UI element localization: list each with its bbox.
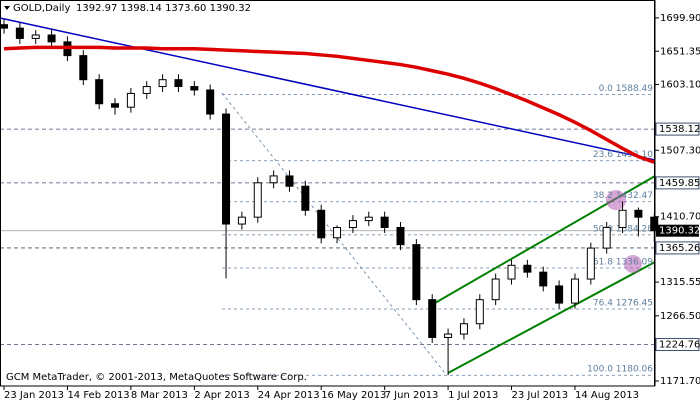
candle-body: [47, 34, 56, 43]
level-box: [655, 122, 700, 136]
ohlc-header: 1392.97 1398.14 1373.60 1390.32: [76, 3, 251, 14]
moving-average: [3, 45, 655, 164]
fib-label: 23.6 1492.10: [593, 150, 653, 160]
y-tick-label: 1699.90: [660, 13, 700, 24]
symbol-title: GOLD,Daily: [13, 3, 70, 14]
frame: [0, 0, 655, 387]
highlight-circle: [624, 255, 642, 273]
candle-body: [491, 278, 500, 301]
highlight-circle: [606, 190, 626, 210]
candle-body: [634, 209, 643, 218]
candle-body: [539, 271, 548, 287]
candle-body: [348, 220, 357, 228]
channel-lower: [447, 261, 656, 374]
candle-body: [459, 323, 468, 335]
fib-label: 100.0 1180.06: [587, 365, 653, 375]
fib-label: 50.0 1384.28: [593, 224, 653, 234]
trend-line: [0, 17, 656, 161]
y-tick-label: 1171.70: [660, 376, 700, 387]
candle-body: [475, 299, 484, 325]
candle-body: [269, 175, 278, 184]
last-price-label: 1390.32: [659, 226, 700, 237]
footer: GCM MetaTrader, © 2001-2013, MetaQuotes …: [6, 372, 307, 383]
candle-body: [317, 209, 326, 239]
candle-body: [444, 333, 453, 338]
y-tick-label: 1410.70: [660, 212, 700, 223]
candle-body: [237, 216, 246, 225]
candle-body: [253, 182, 262, 218]
candle-body: [206, 89, 215, 115]
level-box: [655, 338, 700, 352]
candle-body: [31, 34, 40, 39]
candle-body: [174, 79, 183, 88]
fib-label: 61.8 1336.09: [593, 257, 653, 267]
candle-body: [428, 299, 437, 338]
candle-body: [285, 175, 294, 187]
x-tick-label: 1 Jul 2013: [448, 390, 498, 401]
candle-body: [333, 226, 342, 239]
x-tick-label: 2 Apr 2013: [194, 390, 249, 401]
level-label: 1365.26: [659, 243, 700, 254]
candle-body: [126, 92, 135, 108]
x-tick-label: 23 Jan 2013: [4, 390, 64, 401]
level-label: 1459.85: [659, 178, 700, 189]
candle-body: [142, 86, 151, 94]
candle-body: [650, 216, 659, 232]
candle-body: [15, 27, 24, 39]
y-tick-label: 1603.10: [660, 79, 700, 90]
candle-body: [364, 216, 373, 222]
candle-body: [586, 247, 595, 280]
menu-arrow[interactable]: [4, 6, 10, 10]
candle-body: [0, 24, 8, 29]
level-label: 1538.12: [659, 124, 700, 135]
candle-body: [555, 285, 564, 304]
last-price-box: [656, 224, 699, 237]
y-tick-label: 1651.35: [660, 46, 700, 57]
candle-body: [602, 226, 611, 249]
layers: [0, 94, 655, 376]
candle-body: [570, 278, 579, 304]
y-tick-label: 1507.30: [660, 145, 700, 156]
x-tick-label: 14 Feb 2013: [67, 390, 129, 401]
x-tick-label: 24 Apr 2013: [258, 390, 320, 401]
candle-body: [412, 244, 421, 301]
x-tick-label: 16 May 2013: [321, 390, 386, 401]
fib-label: 0.0 1588.49: [599, 84, 654, 94]
x-tick-label: 14 Aug 2013: [575, 390, 639, 401]
level-box: [655, 176, 700, 190]
level-label: 1224.76: [659, 340, 700, 351]
x-tick-label: 8 Mar 2013: [131, 390, 188, 401]
fib-label: 38.2 1432.47: [593, 191, 653, 201]
candle-body: [523, 264, 532, 273]
y-tick-label: 1315.55: [660, 277, 700, 288]
y-tick-label: 1266.50: [660, 311, 700, 322]
candle-body: [190, 86, 199, 91]
fib-label: 76.4 1276.45: [593, 298, 653, 308]
candle-body: [158, 79, 167, 88]
x-tick-label: 7 Jun 2013: [385, 390, 439, 401]
candle-body: [507, 264, 516, 280]
candle-body: [618, 209, 627, 228]
candle-body: [95, 79, 104, 105]
candle-body: [380, 216, 389, 228]
candle-body: [79, 55, 88, 81]
candle-body: [111, 103, 120, 108]
candle-body: [396, 226, 405, 246]
candle-body: [222, 113, 231, 225]
level-box: [655, 241, 700, 255]
candle-body: [301, 185, 310, 211]
x-tick-label: 23 Jul 2013: [512, 390, 569, 401]
